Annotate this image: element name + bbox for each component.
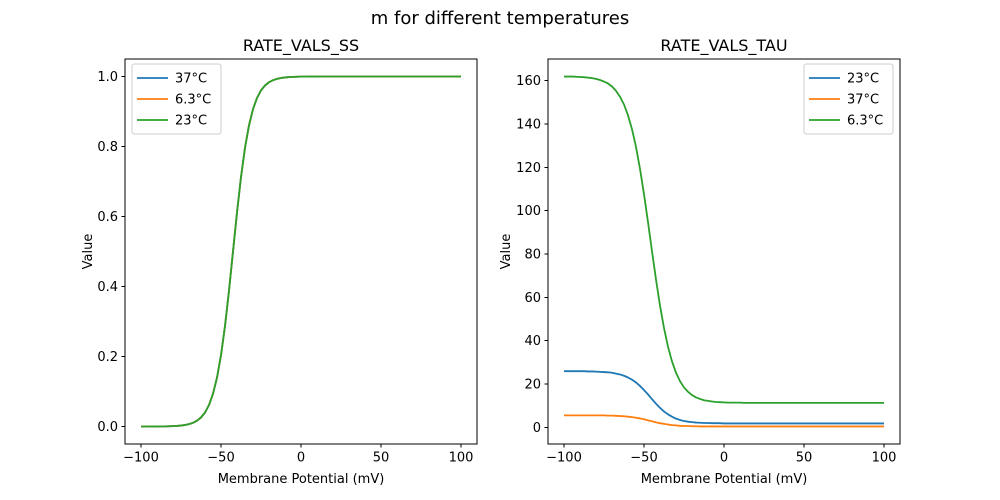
- ss-ytick-label: 0.4: [97, 280, 118, 295]
- tau-legend-label: 37°C: [847, 93, 879, 108]
- ss-yaxis-label: Value: [81, 234, 96, 270]
- tau-ytick-label: 40: [524, 334, 541, 349]
- tau-xtick-label: 50: [796, 451, 813, 466]
- tau-chart-title: RATE_VALS_TAU: [660, 36, 787, 56]
- tau-ytick-label: 0: [533, 421, 541, 436]
- tau-ytick-label: 100: [516, 204, 541, 219]
- tau-ytick-label: 140: [516, 117, 541, 132]
- tau-series-line-6.3c: [564, 75, 884, 404]
- tau-ytick-label: 160: [516, 74, 541, 89]
- tau-series-line-23c: [564, 370, 884, 425]
- tau-xtick-label: 0: [720, 451, 728, 466]
- ss-ytick-label: 0.0: [97, 420, 118, 435]
- ss-series-line-23c: [141, 75, 461, 428]
- tau-xaxis-label: Membrane Potential (mV): [641, 472, 808, 487]
- ss-xaxis-label: Membrane Potential (mV): [218, 472, 385, 487]
- ss-ytick-label: 1.0: [97, 70, 118, 85]
- ss-legend-label: 6.3°C: [175, 93, 211, 108]
- tau-xtick-label: −50: [630, 451, 657, 466]
- ss-xtick-label: −50: [207, 451, 234, 466]
- ss-ytick-label: 0.2: [97, 350, 118, 365]
- ss-xtick-label: 100: [449, 451, 474, 466]
- tau-xtick-label: 100: [872, 451, 897, 466]
- figure-suptitle: m for different temperatures: [370, 8, 630, 29]
- tau-legend-box: [803, 63, 894, 135]
- tau-ytick-label: 60: [524, 291, 541, 306]
- tau-ytick-label: 20: [524, 377, 541, 392]
- ss-legend-label: 37°C: [175, 72, 207, 87]
- ss-legend-box: [131, 63, 222, 135]
- tau-legend-label: 6.3°C: [847, 114, 883, 129]
- ss-xtick-label: 50: [373, 451, 390, 466]
- tau-series-line-37c: [564, 414, 884, 428]
- tau-ytick-label: 80: [524, 247, 541, 262]
- ss-legend-label: 23°C: [175, 114, 207, 129]
- ss-ytick-label: 0.6: [97, 210, 118, 225]
- ss-chart-title: RATE_VALS_SS: [243, 36, 359, 56]
- tau-legend-label: 23°C: [847, 72, 879, 87]
- tau-yaxis-label: Value: [499, 234, 514, 270]
- ss-xtick-label: −100: [123, 451, 159, 466]
- tau-ytick-label: 120: [516, 161, 541, 176]
- tau-xtick-label: −100: [546, 451, 582, 466]
- ss-ytick-label: 0.8: [97, 140, 118, 155]
- ss-xtick-label: 0: [297, 451, 305, 466]
